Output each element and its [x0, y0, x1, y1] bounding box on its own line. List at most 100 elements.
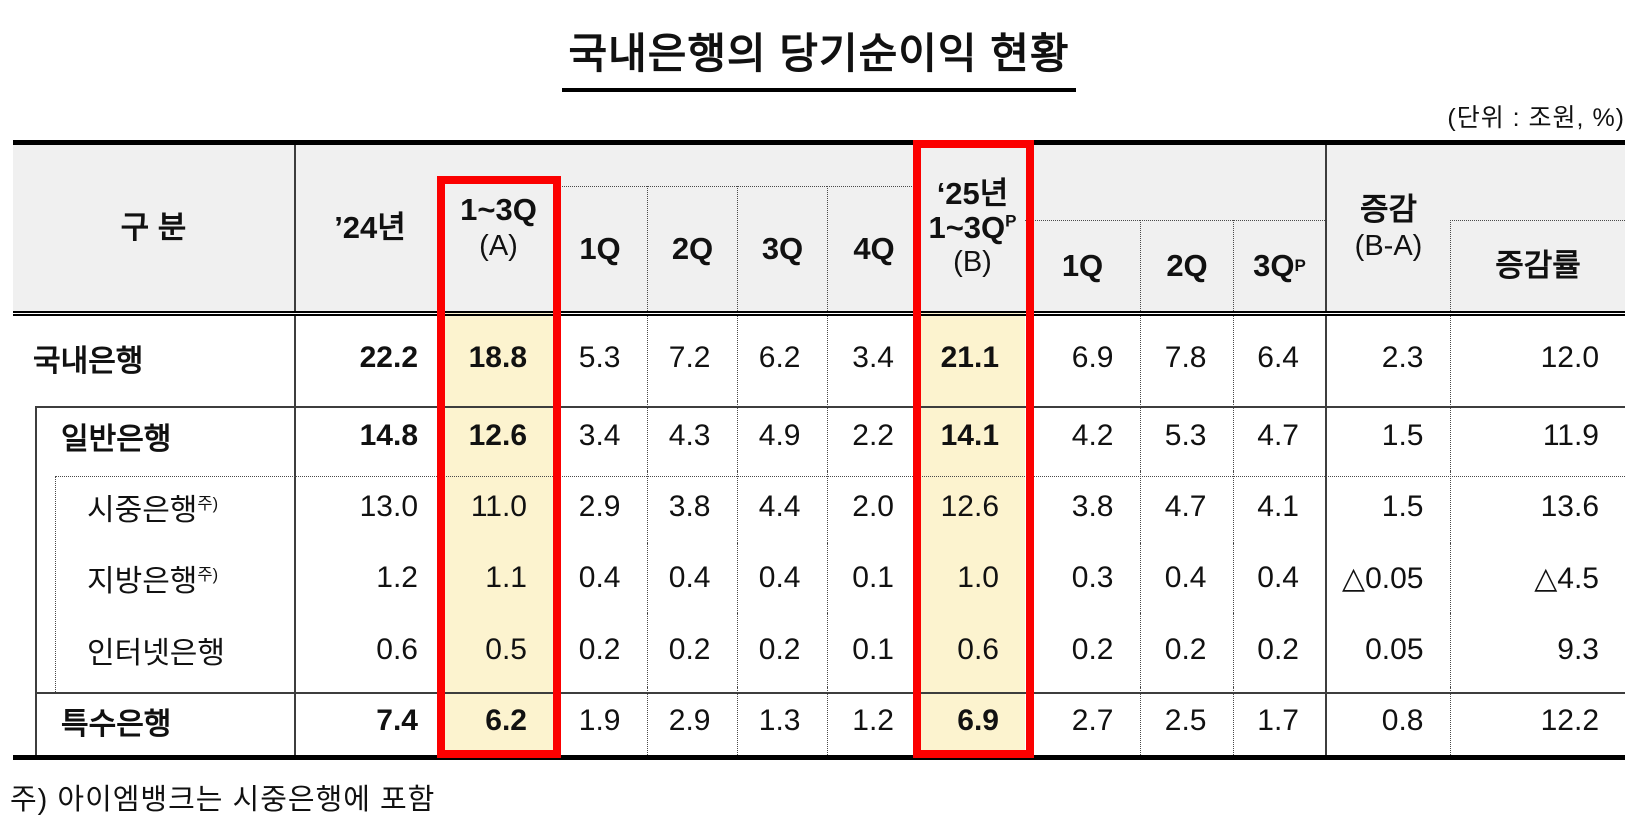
table-row: 국내은행 22.2 18.8 5.3 7.2 6.2 3.4 21.1 6.9 7.8 6.4 2.3… — [13, 313, 1625, 401]
value-cell: 4.7 — [1139, 471, 1233, 543]
header-2024-q3: 3Q — [737, 145, 827, 316]
value-cell: 11.0 — [444, 471, 553, 543]
value-cell: 13.6 — [1449, 471, 1625, 543]
value-cell: 7.2 — [646, 313, 737, 401]
value-cell: 0.2 — [1232, 613, 1326, 687]
value-cell: 0.3 — [1071, 561, 1114, 594]
value-cell: 9.3 — [1449, 613, 1625, 687]
header-2025-q1: 1Q — [1025, 145, 1140, 316]
value-cell: 1.3 — [736, 687, 827, 755]
value-cell: 2.0 — [826, 471, 920, 543]
value-cell: 1.5 — [1325, 401, 1450, 471]
value-cell: 2.7 — [1071, 704, 1114, 737]
table-row: 일반은행 14.8 12.6 3.4 4.3 4.9 2.2 14.1 4.2 5.3 4.7 1.5… — [13, 401, 1625, 471]
value-cell: 12.0 — [1449, 313, 1625, 401]
value-cell: △4.5 — [1449, 543, 1625, 613]
table-body: 국내은행 22.2 18.8 5.3 7.2 6.2 3.4 21.1 6.9 7.8 6.4 2.3… — [13, 313, 1625, 755]
table-row: 특수은행 7.4 6.2 1.9 2.9 1.3 1.2 6.9 2.7 2.5 1.7 0.8 12.… — [13, 687, 1625, 755]
value-cell: 0.2 — [1139, 613, 1233, 687]
value-cell: 2.5 — [1139, 687, 1233, 755]
value-cell: 6.2 — [444, 687, 553, 755]
table-row: 인터넷은행 0.6 0.5 0.2 0.2 0.2 0.1 0.6 0.2 0.2 0.2 0.05 9… — [13, 613, 1625, 687]
value-cell: 2.2 — [826, 401, 920, 471]
value-cell: 3.8 — [1071, 490, 1114, 523]
header-change-rate: 증감률 — [1450, 145, 1625, 316]
value-cell: 4.2 — [1071, 419, 1114, 452]
footnote-marker: 주) — [197, 566, 219, 584]
value-cell: 0.1 — [826, 613, 920, 687]
value-cell: 0.4 — [1139, 543, 1233, 613]
value-cell: 1.9 — [578, 704, 621, 737]
row-label: 일반은행 — [61, 423, 172, 456]
value-cell: 0.6 — [920, 613, 1025, 687]
value-cell: 1.2 — [826, 687, 920, 755]
net-income-table-area: 구 분 ’24년 1~3Q (A) 1Q 2Q 3Q 4Q ‘25년 1~3QP… — [13, 140, 1625, 760]
value-cell: 14.1 — [920, 401, 1025, 471]
value-cell: 0.4 — [578, 561, 621, 594]
value-cell: △0.05 — [1325, 543, 1450, 613]
value-cell: 6.2 — [736, 313, 827, 401]
page-title: 국내은행의 당기순이익 현황 — [562, 20, 1076, 92]
row-label: 인터넷은행 — [87, 637, 225, 670]
value-cell: 22.2 — [294, 313, 444, 401]
value-cell: 4.7 — [1232, 401, 1326, 471]
footnote-marker: 주) — [197, 495, 219, 513]
value-cell: 12.6 — [444, 401, 553, 471]
value-cell: 7.8 — [1139, 313, 1233, 401]
value-cell: 4.9 — [736, 401, 827, 471]
value-cell: 0.05 — [1325, 613, 1450, 687]
value-cell: 18.8 — [444, 313, 553, 401]
value-cell: 2.3 — [1325, 313, 1450, 401]
title-row: 국내은행의 당기순이익 현황 — [0, 20, 1638, 92]
header-change-b-minus-a: 증감 (B-A) — [1325, 145, 1450, 316]
value-cell: 0.2 — [578, 633, 621, 666]
value-cell: 11.9 — [1449, 401, 1625, 471]
value-cell: 0.6 — [294, 613, 444, 687]
value-cell: 1.0 — [920, 543, 1025, 613]
table-row: 지방은행주) 1.2 1.1 0.4 0.4 0.4 0.1 1.0 0.3 0.4 0.4 △0.0… — [13, 543, 1625, 613]
value-cell: 0.2 — [1071, 633, 1114, 666]
value-cell: 4.4 — [736, 471, 827, 543]
footnote: 주) 아이엠뱅크는 시중은행에 포함 — [10, 784, 436, 816]
header-2024-q1-3-a: 1~3Q (A) — [444, 145, 553, 316]
value-cell: 6.4 — [1232, 313, 1326, 401]
value-cell: 2.9 — [578, 490, 621, 523]
value-cell: 21.1 — [920, 313, 1025, 401]
row-label: 지방은행주) — [87, 565, 219, 598]
value-cell: 0.4 — [646, 543, 737, 613]
unit-note: (단위 : 조원, %) — [1447, 104, 1625, 132]
value-cell: 7.4 — [294, 687, 444, 755]
value-cell: 1.1 — [444, 543, 553, 613]
table-row: 시중은행주) 13.0 11.0 2.9 3.8 4.4 2.0 12.6 3.8 4.7 4.1 1… — [13, 471, 1625, 543]
table-header: 구 분 ’24년 1~3Q (A) 1Q 2Q 3Q 4Q ‘25년 1~3QP… — [13, 145, 1625, 316]
value-cell: 4.3 — [646, 401, 737, 471]
header-2025-q2: 2Q — [1140, 145, 1233, 316]
header-2025-q3: 3Q P — [1233, 145, 1326, 316]
value-cell: 12.2 — [1449, 687, 1625, 755]
value-cell: 2.9 — [646, 687, 737, 755]
value-cell: 13.0 — [294, 471, 444, 543]
value-cell: 1.2 — [294, 543, 444, 613]
value-cell: 3.4 — [578, 419, 621, 452]
header-category: 구 분 — [13, 145, 295, 316]
header-2024-q4: 4Q — [827, 145, 920, 316]
value-cell: 1.5 — [1325, 471, 1450, 543]
value-cell: 0.2 — [736, 613, 827, 687]
value-cell: 3.4 — [826, 313, 920, 401]
value-cell: 5.3 — [1139, 401, 1233, 471]
row-label: 특수은행 — [61, 708, 172, 741]
row-label: 시중은행주) — [87, 494, 219, 527]
header-2024-q1: 1Q — [553, 145, 647, 316]
value-cell: 0.2 — [646, 613, 737, 687]
value-cell: 0.4 — [736, 543, 827, 613]
value-cell: 0.1 — [826, 543, 920, 613]
header-year-2024: ’24년 — [294, 145, 444, 316]
value-cell: 5.3 — [578, 341, 621, 375]
provisional-marker: P — [1005, 211, 1017, 231]
value-cell: 0.4 — [1232, 543, 1326, 613]
value-cell: 1.7 — [1232, 687, 1326, 755]
header-2024-q2: 2Q — [647, 145, 737, 316]
header-2025-q1-3-b: ‘25년 1~3QP (B) — [920, 145, 1025, 316]
row-label: 국내은행 — [33, 345, 144, 379]
value-cell: 6.9 — [920, 687, 1025, 755]
